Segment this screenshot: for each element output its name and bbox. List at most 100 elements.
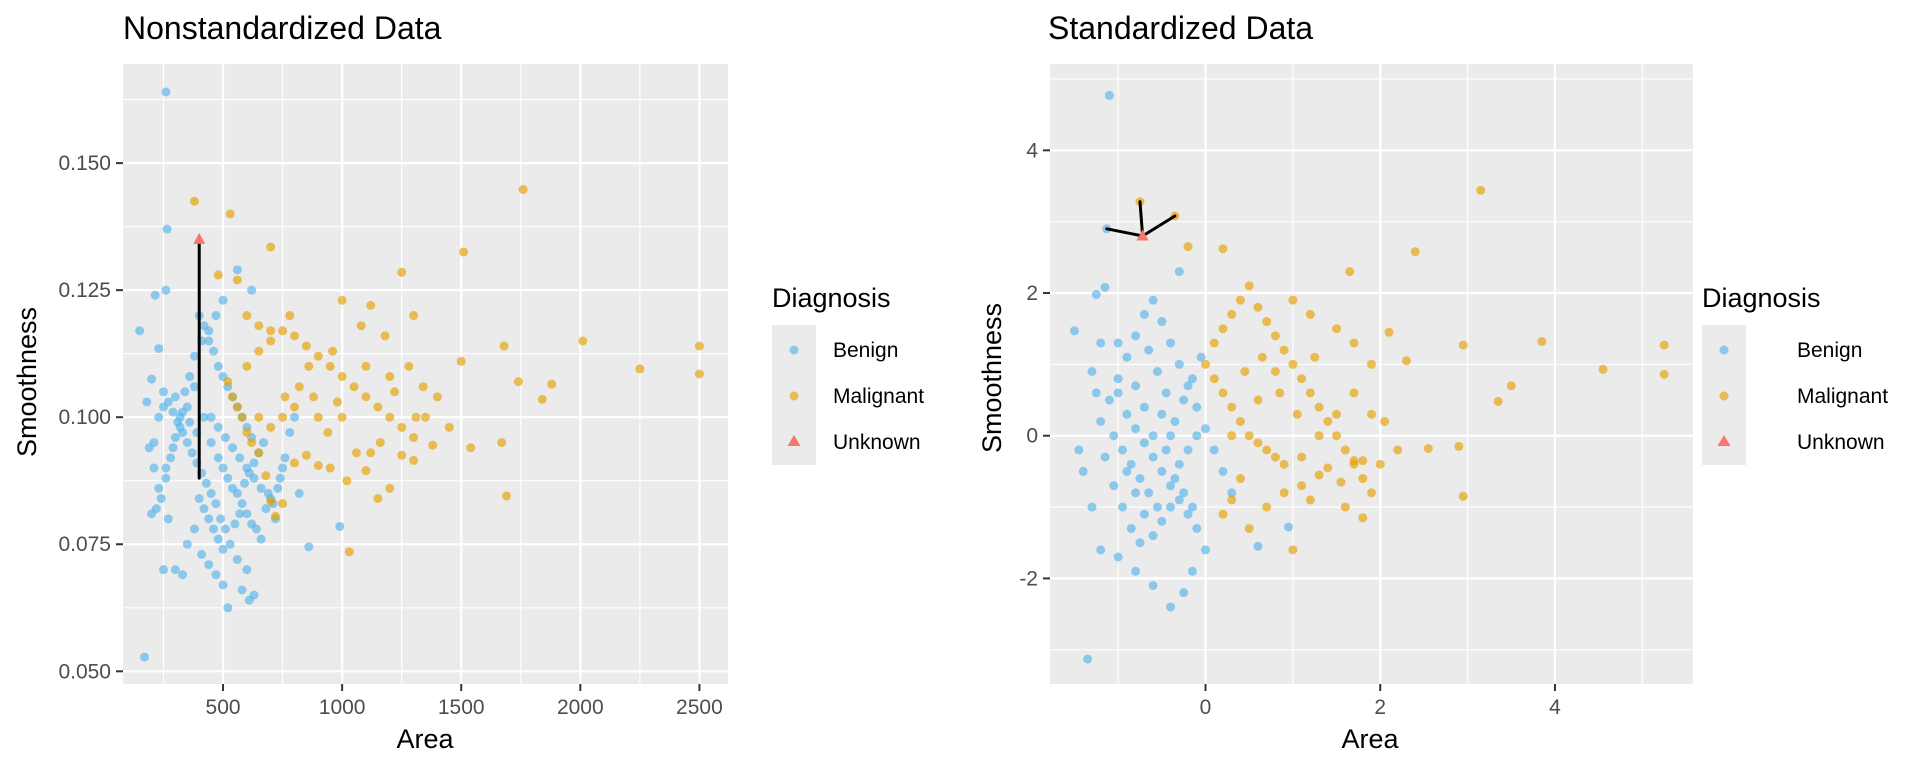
chart-right-point-benign: Benign: (-0.15, -1.9) bbox=[1187, 566, 1197, 576]
chart-left-point-benign: Benign: (460, 0.113) bbox=[209, 346, 219, 356]
chart-right-neighbor-line bbox=[1138, 200, 1145, 238]
chart-right-y-tick-label: 4 bbox=[1026, 139, 1038, 162]
chart-left-point-malignant: Malignant: (650, 0.093) bbox=[254, 448, 264, 458]
chart-right-point-benign: Benign: (-1.15, -0.3) bbox=[1100, 452, 1110, 462]
chart-left-point-malignant: Malignant: (1280, 0.11) bbox=[404, 361, 414, 371]
chart-right-point-malignant: Malignant: (1.4, 0.2) bbox=[1323, 416, 1333, 426]
chart-left-point-malignant: Malignant: (1200, 0.086) bbox=[385, 483, 395, 493]
chart-right-point-benign: Benign: (-0.2, -1.1) bbox=[1183, 509, 1193, 519]
chart-right-point-malignant: Malignant: (0.4, 1.9) bbox=[1235, 295, 1245, 305]
chart-left-point-malignant: Malignant: (960, 0.113) bbox=[328, 346, 338, 356]
chart-right-point-malignant: Malignant: (1, -1.6) bbox=[1288, 545, 1298, 555]
chart-left-point-malignant: Malignant: (950, 0.09) bbox=[325, 463, 335, 473]
chart-left-point-benign: Benign: (500, 0.123) bbox=[218, 295, 228, 305]
chart-right-point-benign: Benign: (-0.1, 0.4) bbox=[1192, 402, 1202, 412]
chart-left-point-benign: Benign: (290, 0.101) bbox=[168, 407, 178, 417]
chart-left-point-malignant: Malignant: (580, 0.1) bbox=[237, 412, 247, 422]
chart-right-title: Standardized Data bbox=[1048, 10, 1313, 46]
chart-left-point-benign: Benign: (170, 0.0528) bbox=[139, 652, 149, 662]
chart-right-point-malignant: Malignant: (1.7, 1.3) bbox=[1349, 338, 1359, 348]
chart-left-point-malignant: Malignant: (1680, 0.114) bbox=[499, 341, 509, 351]
chart-left-point-malignant: Malignant: (1120, 0.093) bbox=[366, 448, 376, 458]
chart-left-point-malignant: Malignant: (1050, 0.106) bbox=[349, 382, 359, 392]
chart-left-point-malignant: Malignant: (2010, 0.115) bbox=[578, 336, 588, 346]
chart-right-point-benign: Benign: (-0.2, 0.7) bbox=[1183, 381, 1193, 391]
chart-left-point-malignant: Malignant: (1840, 0.1035) bbox=[537, 394, 547, 404]
chart-right-legend-label-unknown: Unknown bbox=[1797, 431, 1885, 454]
chart-right-point-benign: Benign: (-0.3, -0.9) bbox=[1174, 495, 1184, 505]
chart-left-point-benign: Benign: (470, 0.083) bbox=[211, 499, 221, 509]
chart-right-point-malignant: Malignant: (1.8, -1.15) bbox=[1358, 513, 1368, 523]
chart-right-point-benign: Benign: (-0.5, -0.5) bbox=[1157, 466, 1167, 476]
chart-left-point-benign: Benign: (500, 0.09) bbox=[218, 463, 228, 473]
chart-right-point-malignant: Malignant: (0.7, -0.2) bbox=[1262, 445, 1272, 455]
chart-right-point-malignant: Malignant: (1.8, -0.35) bbox=[1358, 456, 1368, 466]
chart-left-point-benign: Benign: (660, 0.076) bbox=[256, 534, 266, 544]
chart-right-point-benign: Benign: (-1.25, 0.6) bbox=[1091, 388, 1101, 398]
chart-right-point-benign: Benign: (-1.3, -1) bbox=[1087, 502, 1097, 512]
chart-left-point-malignant: Malignant: (1540, 0.094) bbox=[466, 443, 476, 453]
chart-left-point-malignant: Malignant: (1150, 0.102) bbox=[373, 402, 383, 412]
chart-right-point-malignant: Malignant: (0.7, -1) bbox=[1262, 502, 1272, 512]
chart-left-point-malignant: Malignant: (1510, 0.1325) bbox=[459, 247, 469, 257]
chart-left-point-malignant: Malignant: (700, 0.115) bbox=[266, 336, 276, 346]
chart-right-point-malignant: Malignant: (0.5, 0) bbox=[1244, 431, 1254, 441]
chart-right-point-malignant: Malignant: (1.3, -0.55) bbox=[1314, 470, 1324, 480]
chart-left-point-malignant: Malignant: (760, 0.104) bbox=[280, 392, 290, 402]
chart-left-point-malignant: Malignant: (750, 0.1) bbox=[278, 412, 288, 422]
chart-left-point-benign: Benign: (250, 0.07) bbox=[158, 565, 168, 575]
chart-left-point-malignant: Malignant: (1060, 0.093) bbox=[351, 448, 361, 458]
chart-right-point-benign: Benign: (-1.4, -0.5) bbox=[1078, 466, 1088, 476]
chart-left-point-malignant: Malignant: (950, 0.11) bbox=[325, 361, 335, 371]
chart-right-point-malignant: Malignant: (5.25, 0.86) bbox=[1659, 369, 1669, 379]
chart-left-point-benign: Benign: (630, 0.065) bbox=[249, 590, 259, 600]
chart-right-point-malignant: Malignant: (3.85, 1.32) bbox=[1537, 337, 1547, 347]
chart-left-point-malignant: Malignant: (1670, 0.095) bbox=[497, 438, 507, 448]
chart-left-point-benign: Benign: (440, 0.08) bbox=[204, 514, 214, 524]
chart-right-point-benign: Benign: (-0.4, -0.7) bbox=[1166, 481, 1176, 491]
chart-right-point-benign: Benign: (-1.1, 0.5) bbox=[1104, 395, 1114, 405]
chart-right-point-benign: Benign: (0.6, -1.55) bbox=[1253, 541, 1263, 551]
chart-right-point-benign: Benign: (-1, -1.7) bbox=[1113, 552, 1123, 562]
chart-left-point-malignant: Malignant: (1080, 0.118) bbox=[356, 321, 366, 331]
chart-left-point-benign: Benign: (450, 0.085) bbox=[206, 488, 216, 498]
chart-right-point-malignant: Malignant: (1.1, -0.7) bbox=[1297, 481, 1307, 491]
chart-right-point-malignant: Malignant: (0.3, 0.4) bbox=[1227, 402, 1237, 412]
chart-left-x-tick-label: 500 bbox=[206, 696, 241, 719]
chart-left-point-benign: Benign: (430, 0.087) bbox=[201, 478, 211, 488]
chart-right-point-benign: Benign: (-0.7, -0.1) bbox=[1139, 438, 1149, 448]
chart-left-point-benign: Benign: (730, 0.086) bbox=[273, 483, 283, 493]
chart-right-point-malignant: Malignant: (2.1, 1.45) bbox=[1384, 327, 1394, 337]
chart-right-point-benign: Benign: (-1.05, -0.7) bbox=[1109, 481, 1119, 491]
chart-right-point-benign: Benign: (-0.85, -0.4) bbox=[1126, 459, 1136, 469]
chart-left-point-malignant: Malignant: (560, 0.102) bbox=[232, 402, 242, 412]
chart-right-point-benign: Benign: (0.1, -0.2) bbox=[1209, 445, 1219, 455]
chart-left-point-malignant: Malignant: (380, 0.1425) bbox=[189, 196, 199, 206]
chart-right-point-malignant: Malignant: (1, 1) bbox=[1288, 359, 1298, 369]
chart-left-point-benign: Benign: (410, 0.073) bbox=[197, 549, 207, 559]
chart-left-point-benign: Benign: (560, 0.072) bbox=[232, 554, 242, 564]
chart-right-point-malignant: Malignant: (1.55, -0.65) bbox=[1336, 477, 1346, 487]
chart-left-point-benign: Benign: (210, 0.09) bbox=[149, 463, 159, 473]
chart-left-point-malignant: Malignant: (720, 0.0805) bbox=[270, 511, 280, 521]
chart-left-point-malignant: Malignant: (1450, 0.098) bbox=[444, 422, 454, 432]
chart-left-point-benign: Benign: (470, 0.069) bbox=[211, 570, 221, 580]
chart-left-point-malignant: Malignant: (600, 0.097) bbox=[242, 427, 252, 437]
chart-right-point-malignant: Malignant: (2.2, -0.2) bbox=[1393, 445, 1403, 455]
chart-left-point-benign: Benign: (680, 0.082) bbox=[261, 504, 271, 514]
chart-right-point-malignant: Malignant: (0.5, -1.3) bbox=[1244, 523, 1254, 533]
chart-right-point-malignant: Malignant: (0.3, 1.7) bbox=[1227, 309, 1237, 319]
chart-right-point-benign: Benign: (-0.7, -1.1) bbox=[1139, 509, 1149, 519]
chart-right-point-malignant: Malignant: (1.2, 0.6) bbox=[1305, 388, 1315, 398]
chart-left-point-malignant: Malignant: (1100, 0.0895) bbox=[361, 466, 371, 476]
chart-left-point-malignant: Malignant: (900, 0.1) bbox=[313, 412, 323, 422]
chart-right-point-malignant: Malignant: (2.55, -0.18) bbox=[1423, 444, 1433, 454]
chart-left-point-benign: Benign: (800, 0.1) bbox=[289, 412, 299, 422]
chart-left-point-benign: Benign: (600, 0.09) bbox=[242, 463, 252, 473]
chart-left-point-malignant: Malignant: (700, 0.1335) bbox=[266, 242, 276, 252]
chart-right-point-malignant: Malignant: (1.1, 0.8) bbox=[1297, 374, 1307, 384]
chart-right-point-benign: Benign: (-1.1, 4.77) bbox=[1104, 90, 1114, 100]
chart-right-point-benign: Benign: (-0.8, 0.1) bbox=[1131, 424, 1141, 434]
